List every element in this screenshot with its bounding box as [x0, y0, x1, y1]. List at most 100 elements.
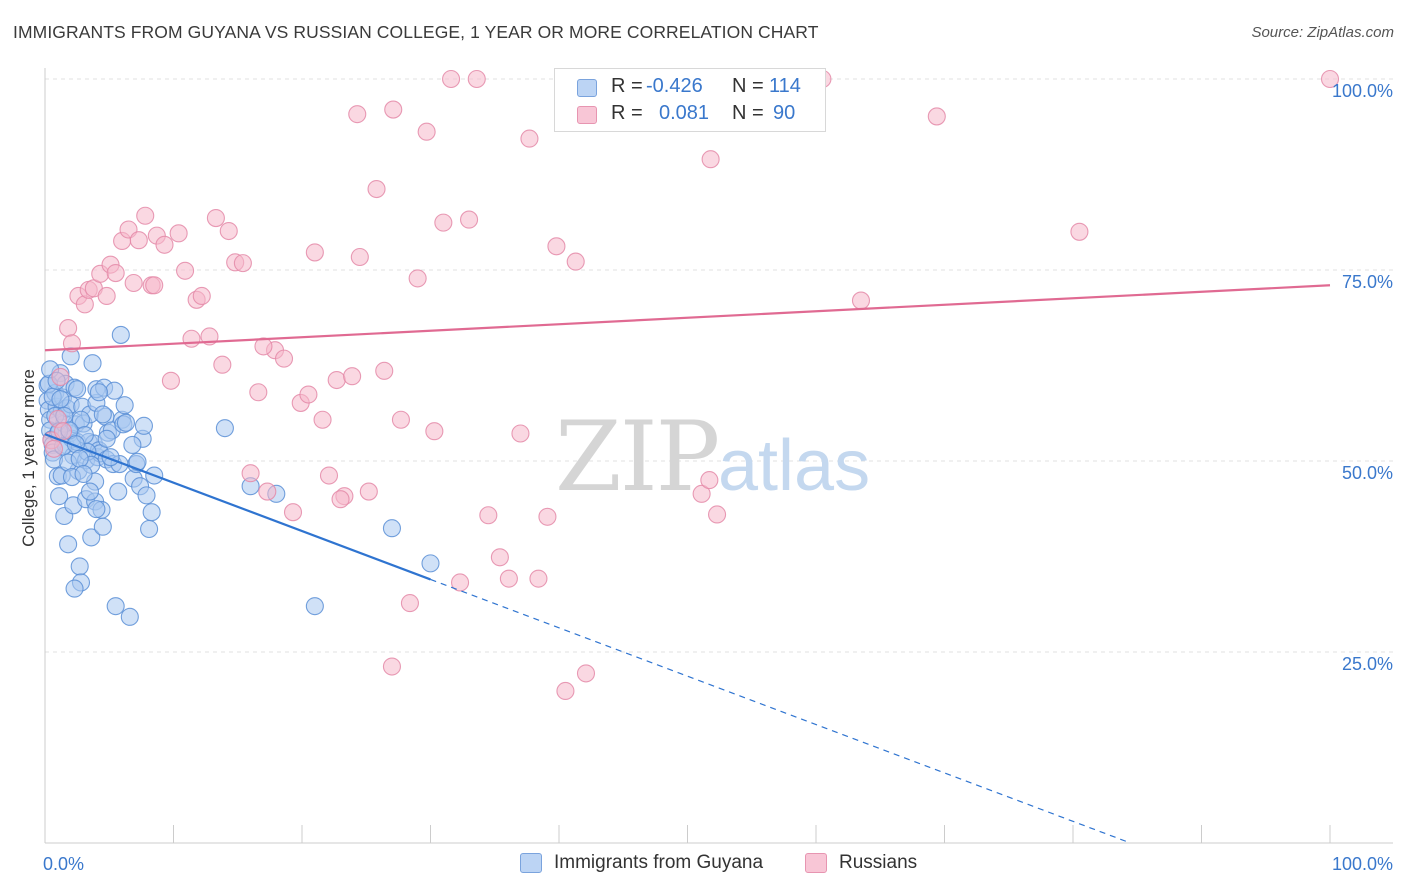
- russians-point: [490, 548, 509, 567]
- guyana-point: [93, 405, 112, 424]
- russians-point: [44, 439, 64, 458]
- russians-point: [538, 507, 557, 526]
- stats-legend: R = -0.426 N = 114 R = 0.081 N = 90: [554, 68, 826, 132]
- russians-point: [708, 505, 727, 524]
- n-label: N =: [732, 102, 764, 124]
- russians-point: [382, 657, 402, 676]
- r-label: R =: [611, 102, 643, 124]
- russians-point: [145, 276, 164, 295]
- guyana-point: [140, 519, 159, 539]
- legend-item-guyana: Immigrants from Guyana: [520, 850, 780, 878]
- y-axis-title: College, 1 year or more: [19, 369, 38, 547]
- guyana-point: [89, 383, 109, 402]
- russians-point: [169, 224, 188, 243]
- russians-point: [459, 210, 479, 229]
- guyana-point: [68, 380, 87, 399]
- n-label: N =: [732, 75, 764, 97]
- r-value: -0.426: [646, 75, 703, 97]
- russians-point: [348, 105, 367, 124]
- guyana-point: [382, 519, 402, 538]
- guyana-swatch: [577, 79, 597, 97]
- russians-point: [192, 286, 211, 306]
- russians-point: [343, 367, 362, 386]
- guyana-point: [83, 354, 102, 373]
- guyana-trend-line-extension: [430, 578, 1131, 844]
- russians-point: [701, 150, 720, 169]
- y-tick-label: 25.0%: [1342, 654, 1393, 674]
- russians-point: [176, 261, 195, 280]
- russians-point: [249, 383, 268, 402]
- russians-point: [520, 129, 539, 148]
- russians-point: [375, 361, 394, 380]
- russians-point: [442, 69, 461, 89]
- y-tick-label: 75.0%: [1342, 272, 1393, 292]
- russians-point: [155, 235, 174, 254]
- guyana-point: [305, 597, 324, 616]
- guyana-point: [123, 435, 142, 455]
- guyana-point: [59, 535, 78, 554]
- russians-point: [576, 664, 596, 683]
- guyana-point: [116, 413, 136, 432]
- russians-point: [417, 122, 436, 141]
- russians-point: [367, 179, 386, 199]
- guyana-point: [82, 528, 101, 547]
- guyana-point: [421, 554, 440, 573]
- axis-labels: 25.0% 50.0% 75.0% 100.0% 0.0% 100.0% College, …: [19, 81, 1393, 874]
- russians-point: [479, 506, 498, 525]
- russians-point: [299, 385, 318, 404]
- russians-point: [927, 107, 946, 126]
- r-value: 0.081: [659, 102, 710, 124]
- russians-point: [547, 237, 566, 256]
- russians-legend-label: Russians: [839, 852, 918, 873]
- stats-legend-row-guyana: R = -0.426 N = 114: [555, 75, 825, 101]
- russians-point: [97, 286, 116, 306]
- russians-point: [451, 573, 470, 592]
- russians-point: [425, 422, 444, 441]
- guyana-point: [50, 487, 69, 506]
- russians-point: [51, 367, 70, 387]
- watermark: ZIP atlas: [555, 401, 870, 513]
- chart-source: Source: ZipAtlas.com: [1251, 24, 1394, 41]
- russians-trend-line: [44, 284, 1331, 352]
- russians-point: [511, 424, 530, 443]
- series-russians-points: [42, 69, 1340, 701]
- guyana-point: [70, 557, 89, 576]
- guyana-point: [80, 482, 100, 501]
- russians-point: [258, 482, 277, 501]
- russians-point: [59, 319, 78, 338]
- russians-point: [467, 69, 486, 89]
- guyana-point: [215, 419, 234, 438]
- guyana-point: [93, 517, 112, 536]
- russians-point: [129, 231, 148, 250]
- russians-point: [241, 464, 260, 483]
- russians-point: [1070, 222, 1089, 241]
- russians-point: [529, 569, 548, 588]
- series-guyana-points: [38, 325, 440, 626]
- trend-lines: [44, 284, 1331, 844]
- guyana-point: [70, 449, 89, 468]
- russians-point: [331, 490, 350, 509]
- russians-point: [556, 681, 575, 701]
- gridlines: [45, 78, 1393, 653]
- guyana-point: [74, 464, 93, 484]
- russians-point: [434, 213, 453, 232]
- russians-point: [408, 269, 427, 288]
- russians-point: [283, 503, 303, 522]
- russians-legend-swatch: [805, 853, 827, 873]
- guyana-point: [111, 325, 130, 344]
- guyana-point: [106, 597, 125, 616]
- guyana-point: [87, 500, 106, 519]
- russians-swatch: [577, 106, 597, 124]
- y-tick-label: 100.0%: [1332, 81, 1393, 101]
- guyana-point: [142, 503, 161, 522]
- russians-point: [305, 243, 324, 262]
- russians-point: [313, 410, 332, 429]
- russians-point: [213, 355, 232, 374]
- legend-item-russians: Russians: [805, 850, 965, 878]
- russians-point: [327, 370, 346, 390]
- watermark-atlas: atlas: [718, 426, 870, 506]
- guyana-trend-line: [44, 433, 431, 581]
- russians-point: [53, 422, 73, 441]
- russians-point: [391, 410, 410, 429]
